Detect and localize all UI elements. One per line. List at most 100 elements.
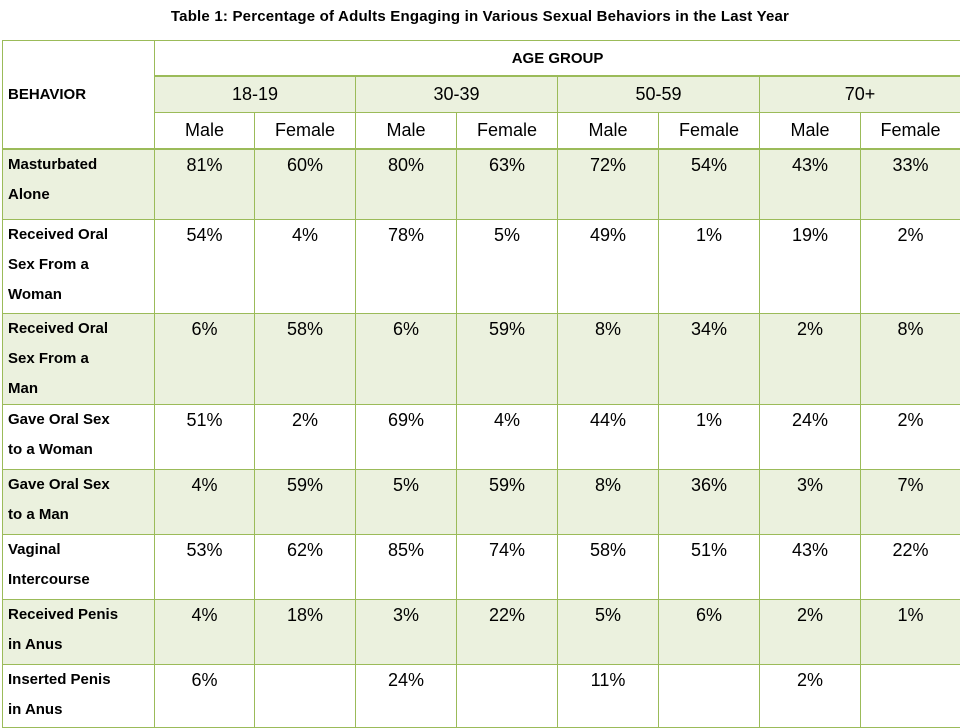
value-cell: 43% (760, 534, 861, 599)
behavior-label-line: Alone (8, 180, 154, 210)
sex-header-male: Male (155, 113, 255, 150)
value-cell: 5% (558, 599, 659, 664)
value-cell: 4% (155, 469, 255, 534)
value-cell: 59% (457, 469, 558, 534)
sex-header-male: Male (356, 113, 457, 150)
value-cell: 6% (356, 313, 457, 404)
value-cell: 6% (155, 664, 255, 727)
value-cell: 85% (356, 534, 457, 599)
value-cell: 6% (155, 313, 255, 404)
value-cell: 4% (255, 219, 356, 313)
value-cell: 24% (760, 404, 861, 469)
value-cell: 44% (558, 404, 659, 469)
value-cell: 81% (155, 149, 255, 219)
value-cell: 22% (457, 599, 558, 664)
value-cell: 58% (255, 313, 356, 404)
value-cell: 1% (659, 404, 760, 469)
value-cell (659, 664, 760, 727)
behavior-label-line: Sex From a (8, 250, 154, 280)
value-cell: 78% (356, 219, 457, 313)
value-cell: 51% (659, 534, 760, 599)
behavior-label-line: Inserted Penis (8, 665, 154, 695)
behavior-label-line: Masturbated (8, 150, 154, 180)
value-cell: 53% (155, 534, 255, 599)
value-cell: 22% (861, 534, 960, 599)
sex-header-female: Female (659, 113, 760, 150)
value-cell: 3% (356, 599, 457, 664)
value-cell: 54% (155, 219, 255, 313)
behavior-label-line: to a Woman (8, 435, 154, 465)
value-cell: 18% (255, 599, 356, 664)
age-group-header: AGE GROUP (155, 41, 960, 77)
value-cell: 49% (558, 219, 659, 313)
behavior-label-line: Received Oral (8, 314, 154, 344)
value-cell: 33% (861, 149, 960, 219)
behavior-label-line: to a Man (8, 500, 154, 530)
value-cell: 2% (760, 664, 861, 727)
value-cell: 62% (255, 534, 356, 599)
age-header-18-19: 18-19 (155, 76, 356, 113)
value-cell: 43% (760, 149, 861, 219)
sex-header-male: Male (558, 113, 659, 150)
behavior-label-line: Received Oral (8, 220, 154, 250)
value-cell: 4% (457, 404, 558, 469)
value-cell (457, 664, 558, 727)
value-cell (861, 664, 960, 727)
value-cell: 36% (659, 469, 760, 534)
behavior-label-line: Gave Oral Sex (8, 405, 154, 435)
value-cell: 34% (659, 313, 760, 404)
behavior-label-line: Intercourse (8, 565, 154, 595)
value-cell: 3% (760, 469, 861, 534)
value-cell: 8% (861, 313, 960, 404)
value-cell: 74% (457, 534, 558, 599)
behavior-table: BEHAVIOR AGE GROUP 18-19 30-39 50-59 70+… (2, 40, 960, 728)
value-cell: 59% (255, 469, 356, 534)
age-header-70-plus: 70+ (760, 76, 960, 113)
value-cell: 6% (659, 599, 760, 664)
value-cell: 19% (760, 219, 861, 313)
behavior-column-header: BEHAVIOR (3, 41, 155, 150)
value-cell: 59% (457, 313, 558, 404)
value-cell: 1% (659, 219, 760, 313)
value-cell: 5% (356, 469, 457, 534)
behavior-label-line: in Anus (8, 695, 154, 725)
value-cell: 2% (861, 219, 960, 313)
value-cell: 63% (457, 149, 558, 219)
behavior-label-line: Gave Oral Sex (8, 470, 154, 500)
sex-header-female: Female (255, 113, 356, 150)
sex-header-female: Female (861, 113, 960, 150)
value-cell: 4% (155, 599, 255, 664)
value-cell: 5% (457, 219, 558, 313)
value-cell: 2% (760, 313, 861, 404)
value-cell: 80% (356, 149, 457, 219)
value-cell: 51% (155, 404, 255, 469)
behavior-label-line: in Anus (8, 630, 154, 660)
value-cell: 69% (356, 404, 457, 469)
value-cell: 2% (861, 404, 960, 469)
behavior-label-line: Woman (8, 280, 154, 310)
behavior-label-line: Man (8, 374, 154, 404)
sex-header-male: Male (760, 113, 861, 150)
behavior-label-line: Received Penis (8, 600, 154, 630)
value-cell: 58% (558, 534, 659, 599)
value-cell: 24% (356, 664, 457, 727)
value-cell: 72% (558, 149, 659, 219)
value-cell: 8% (558, 313, 659, 404)
table-title: Table 1: Percentage of Adults Engaging i… (0, 8, 960, 25)
value-cell: 8% (558, 469, 659, 534)
value-cell: 1% (861, 599, 960, 664)
